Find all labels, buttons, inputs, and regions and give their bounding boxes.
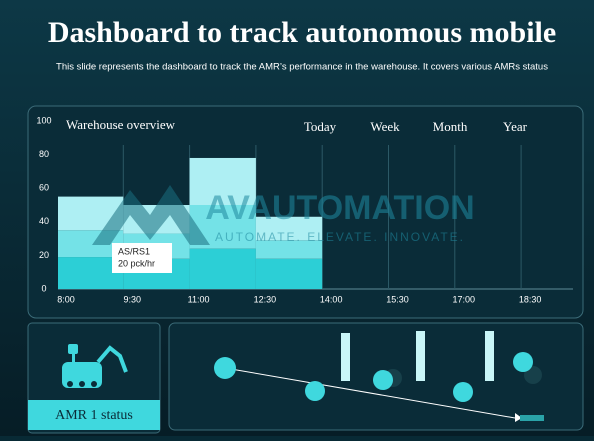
x-tick-label: 14:00	[320, 294, 343, 304]
robot-icon	[62, 344, 128, 388]
x-tick-label: 9:30	[124, 294, 142, 304]
x-tick-label: 18:30	[519, 294, 542, 304]
y-tick-label: 0	[41, 283, 46, 293]
watermark-logo	[92, 185, 210, 245]
y-tick-label: 80	[39, 149, 49, 159]
subtitle: This slide represents the dashboard to t…	[56, 62, 548, 73]
watermark-brand: AVAUTOMATION	[205, 189, 474, 227]
x-tick-label: 15:30	[386, 294, 409, 304]
tab: Month	[433, 119, 468, 134]
bar-segment	[255, 216, 323, 241]
watermark: AVAUTOMATION AUTOMATE. ELEVATE. INNOVATE…	[92, 185, 475, 245]
status-label-box	[28, 400, 160, 430]
title: Dashboard to track autonomous mobile	[48, 16, 556, 49]
status-label: AMR 1 status	[55, 408, 133, 423]
x-tick-label: 8:00	[57, 294, 75, 304]
y-tick-label: 20	[39, 250, 49, 260]
bar-segment	[189, 157, 256, 205]
tab: Year	[503, 119, 528, 134]
y-tick-label: 40	[39, 216, 49, 226]
tooltip-title: AS/RS1	[118, 246, 150, 256]
bar-segment	[255, 240, 323, 259]
y-tick-label: 60	[39, 183, 49, 193]
tooltip-text: 20 pck/hr	[118, 258, 155, 268]
chart-title: Warehouse overview	[66, 117, 176, 132]
y-tick-label: 100	[36, 115, 51, 125]
x-tick-label: 17:00	[453, 294, 476, 304]
tab: Week	[370, 119, 400, 134]
tab: Today	[304, 119, 337, 134]
x-tick-label: 12:30	[254, 294, 277, 304]
x-tick-label: 11:00	[188, 294, 210, 304]
bar-segment	[255, 258, 323, 289]
bar-segment	[189, 248, 256, 289]
route-diagram	[214, 331, 544, 422]
watermark-tagline: AUTOMATE. ELEVATE. INNOVATE.	[215, 230, 465, 244]
tooltip-box	[112, 243, 172, 273]
